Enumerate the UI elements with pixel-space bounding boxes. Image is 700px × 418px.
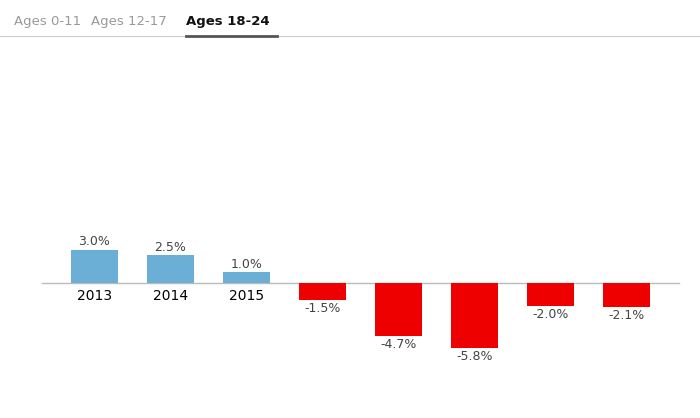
Text: Ages 0-11: Ages 0-11 — [14, 15, 81, 28]
Text: Ages 18-24: Ages 18-24 — [186, 15, 269, 28]
Bar — [299, 283, 346, 300]
Text: 1.0%: 1.0% — [230, 257, 262, 270]
Text: -4.7%: -4.7% — [380, 338, 416, 351]
Text: -5.8%: -5.8% — [456, 350, 493, 363]
Bar — [223, 272, 270, 283]
Text: Ages 12-17: Ages 12-17 — [91, 15, 167, 28]
Text: 2.5%: 2.5% — [155, 241, 186, 254]
Bar — [451, 283, 498, 348]
Bar — [375, 283, 422, 336]
Text: 3.0%: 3.0% — [78, 235, 111, 248]
Text: -2.1%: -2.1% — [608, 309, 645, 322]
Text: -1.5%: -1.5% — [304, 302, 341, 315]
Text: -2.0%: -2.0% — [532, 308, 568, 321]
Bar — [527, 283, 574, 306]
Bar — [71, 250, 118, 283]
Bar — [147, 255, 194, 283]
Bar — [603, 283, 650, 307]
